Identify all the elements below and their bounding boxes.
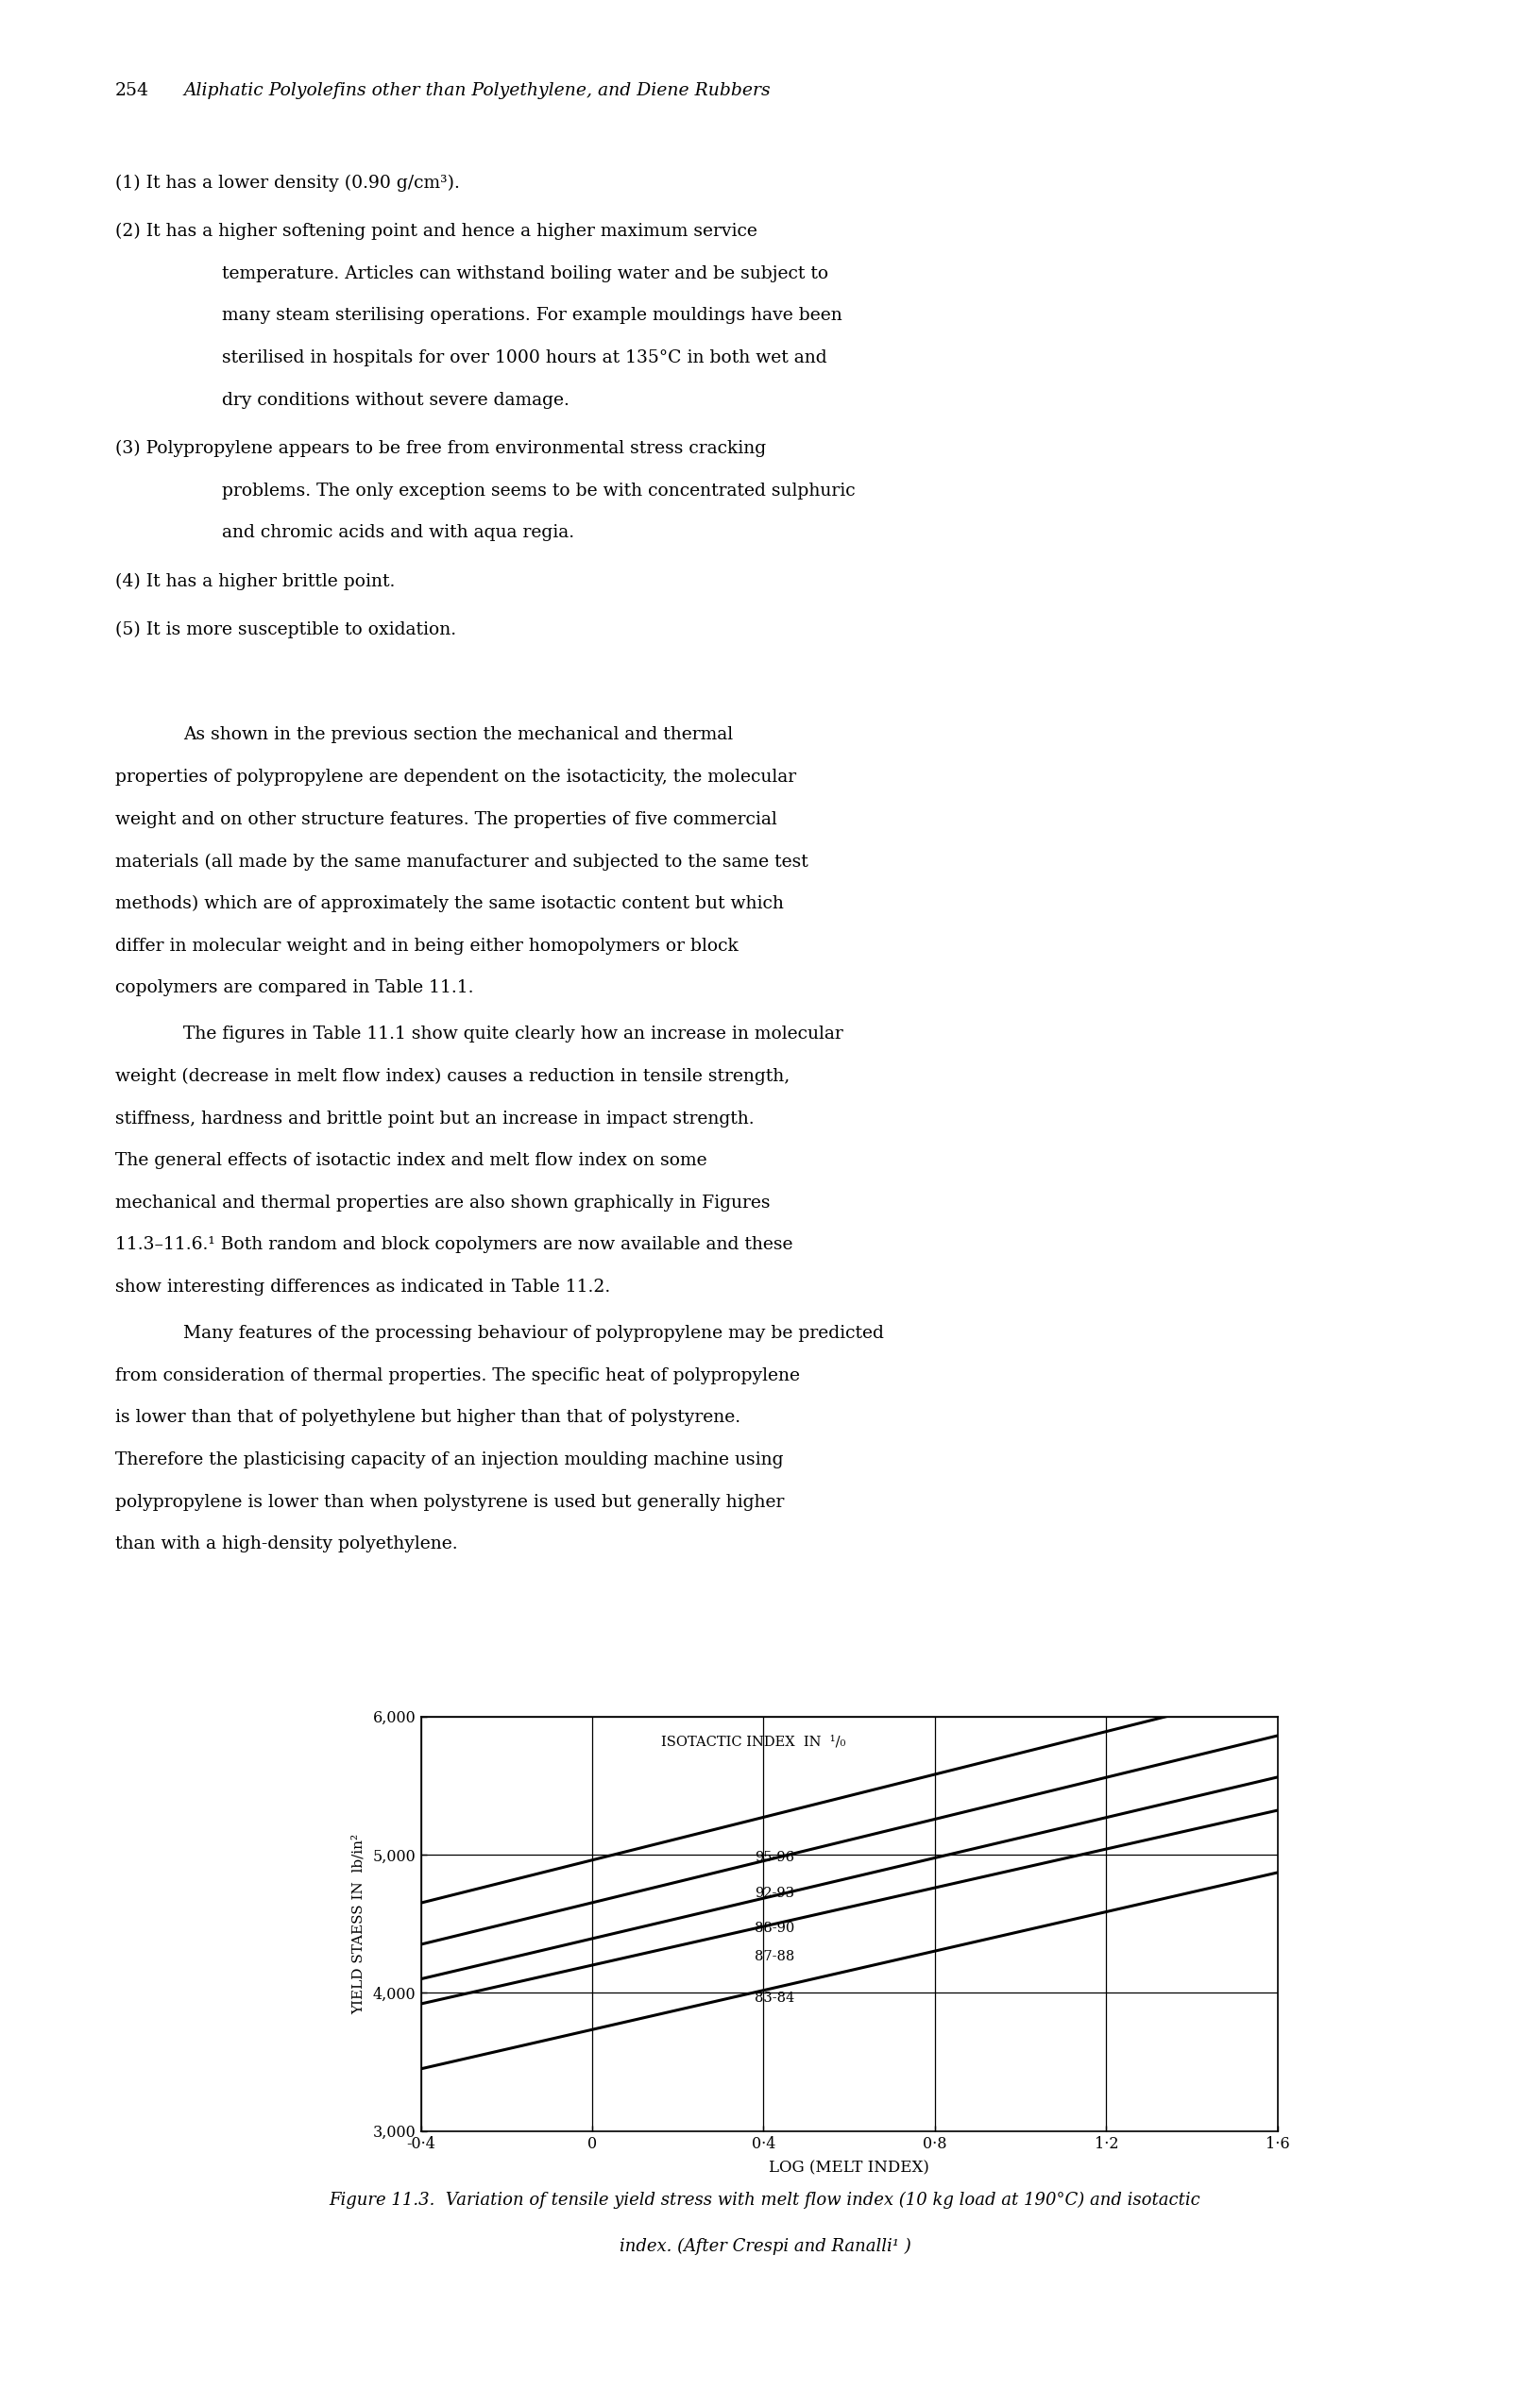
Text: dry conditions without severe damage.: dry conditions without severe damage. [222, 393, 569, 409]
Text: than with a high-density polyethylene.: than with a high-density polyethylene. [115, 1536, 457, 1553]
Y-axis label: YIELD STAESS IN  lb/in²: YIELD STAESS IN lb/in² [352, 1832, 366, 2013]
Text: polypropylene is lower than when polystyrene is used but generally higher: polypropylene is lower than when polysty… [115, 1493, 783, 1510]
Text: differ in molecular weight and in being either homopolymers or block: differ in molecular weight and in being … [115, 937, 737, 954]
Text: and chromic acids and with aqua regia.: and chromic acids and with aqua regia. [222, 525, 574, 542]
Text: sterilised in hospitals for over 1000 hours at 135°C in both wet and: sterilised in hospitals for over 1000 ho… [222, 349, 826, 366]
Text: (4) It has a higher brittle point.: (4) It has a higher brittle point. [115, 573, 395, 590]
Text: (5) It is more susceptible to oxidation.: (5) It is more susceptible to oxidation. [115, 621, 456, 638]
Text: Figure 11.3.  Variation of tensile yield stress with melt flow index (10 kg load: Figure 11.3. Variation of tensile yield … [329, 2191, 1201, 2208]
Text: (1) It has a lower density (0.90 g/cm³).: (1) It has a lower density (0.90 g/cm³). [115, 176, 459, 193]
Text: The figures in Table 11.1 show quite clearly how an increase in molecular: The figures in Table 11.1 show quite cle… [184, 1026, 843, 1043]
Text: properties of polypropylene are dependent on the isotacticity, the molecular: properties of polypropylene are dependen… [115, 768, 796, 785]
Text: methods) which are of approximately the same isotactic content but which: methods) which are of approximately the … [115, 896, 783, 913]
Text: is lower than that of polyethylene but higher than that of polystyrene.: is lower than that of polyethylene but h… [115, 1409, 741, 1426]
Text: weight (decrease in melt flow index) causes a reduction in tensile strength,: weight (decrease in melt flow index) cau… [115, 1067, 789, 1086]
Text: 92-93: 92-93 [754, 1885, 794, 1900]
Text: problems. The only exception seems to be with concentrated sulphuric: problems. The only exception seems to be… [222, 482, 855, 498]
Text: temperature. Articles can withstand boiling water and be subject to: temperature. Articles can withstand boil… [222, 265, 828, 282]
Text: 95-96: 95-96 [754, 1852, 794, 1864]
Text: many steam sterilising operations. For example mouldings have been: many steam sterilising operations. For e… [222, 308, 842, 325]
Text: copolymers are compared in Table 11.1.: copolymers are compared in Table 11.1. [115, 980, 473, 997]
Text: 87-88: 87-88 [754, 1950, 794, 1963]
Text: stiffness, hardness and brittle point but an increase in impact strength.: stiffness, hardness and brittle point bu… [115, 1110, 754, 1127]
Text: 254: 254 [115, 82, 148, 99]
Text: Therefore the plasticising capacity of an injection moulding machine using: Therefore the plasticising capacity of a… [115, 1452, 783, 1469]
Text: from consideration of thermal properties. The specific heat of polypropylene: from consideration of thermal properties… [115, 1368, 800, 1385]
X-axis label: LOG (MELT INDEX): LOG (MELT INDEX) [770, 2160, 929, 2177]
Text: (2) It has a higher softening point and hence a higher maximum service: (2) It has a higher softening point and … [115, 224, 757, 241]
Text: 88-90: 88-90 [754, 1922, 794, 1934]
Text: 11.3–11.6.¹ Both random and block copolymers are now available and these: 11.3–11.6.¹ Both random and block copoly… [115, 1235, 793, 1255]
Text: ISOTACTIC INDEX  IN  ¹/₀: ISOTACTIC INDEX IN ¹/₀ [661, 1736, 845, 1748]
Text: materials (all made by the same manufacturer and subjected to the same test: materials (all made by the same manufact… [115, 852, 808, 869]
Text: 83-84: 83-84 [754, 1991, 794, 2006]
Text: index. (After Crespi and Ranalli¹ ): index. (After Crespi and Ranalli¹ ) [620, 2237, 910, 2254]
Text: Many features of the processing behaviour of polypropylene may be predicted: Many features of the processing behaviou… [184, 1324, 884, 1341]
Text: weight and on other structure features. The properties of five commercial: weight and on other structure features. … [115, 811, 777, 828]
Text: As shown in the previous section the mechanical and thermal: As shown in the previous section the mec… [184, 727, 733, 744]
Text: The general effects of isotactic index and melt flow index on some: The general effects of isotactic index a… [115, 1151, 707, 1170]
Text: mechanical and thermal properties are also shown graphically in Figures: mechanical and thermal properties are al… [115, 1194, 770, 1211]
Text: (3) Polypropylene appears to be free from environmental stress cracking: (3) Polypropylene appears to be free fro… [115, 441, 765, 458]
Text: Aliphatic Polyolefins other than Polyethylene, and Diene Rubbers: Aliphatic Polyolefins other than Polyeth… [184, 82, 771, 99]
Text: show interesting differences as indicated in Table 11.2.: show interesting differences as indicate… [115, 1279, 610, 1296]
